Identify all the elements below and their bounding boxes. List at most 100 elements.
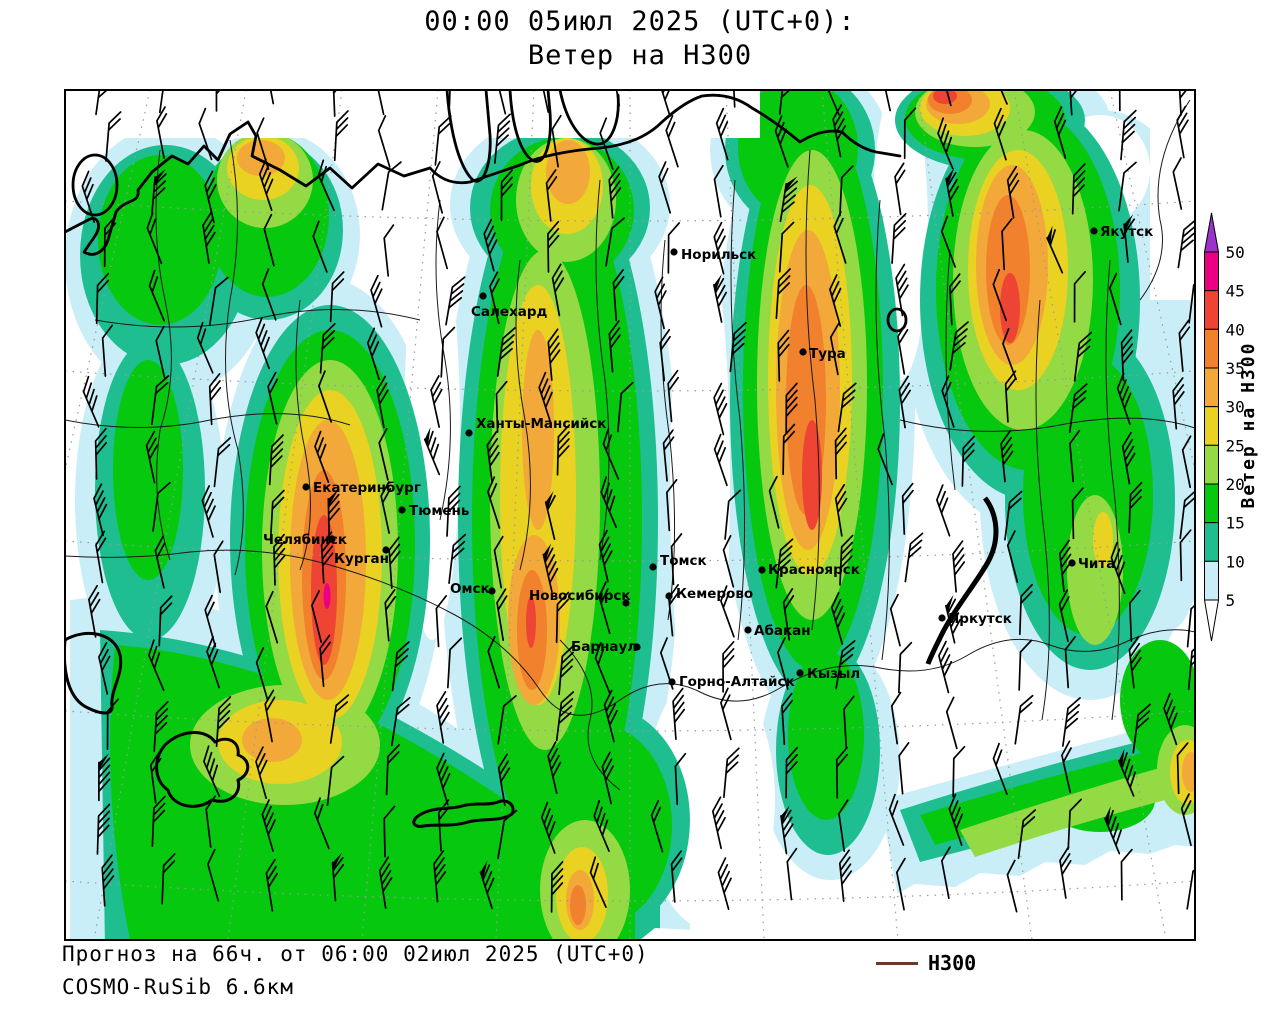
wind-barb xyxy=(106,698,120,751)
colorbar-segment xyxy=(1204,444,1219,485)
city-label: Абакан xyxy=(754,623,811,639)
wind-barb xyxy=(991,90,1008,105)
wind-barb xyxy=(713,433,728,487)
wind-barb xyxy=(496,327,516,377)
colorbar-segment xyxy=(1204,367,1219,408)
wind-barb xyxy=(667,369,679,423)
wind-barb xyxy=(952,540,966,593)
wind-barb xyxy=(487,635,500,689)
wind-barb xyxy=(897,322,909,375)
wind-barb xyxy=(198,107,213,161)
wind-barb xyxy=(1188,273,1195,324)
wind-barb xyxy=(496,588,508,642)
city-dot xyxy=(744,626,752,634)
wind-barb xyxy=(81,170,96,224)
wind-barb xyxy=(265,858,278,912)
wind-barb xyxy=(674,752,687,806)
wind-barb xyxy=(1120,329,1134,382)
wind-barb xyxy=(785,382,798,435)
wind-barb xyxy=(551,114,562,168)
wind-barb xyxy=(843,695,855,748)
city-label: Екатеринбург xyxy=(313,480,421,496)
wind-barb xyxy=(1000,429,1014,483)
wind-barb xyxy=(269,489,285,541)
wind-barb xyxy=(542,543,559,593)
wind-barb xyxy=(1017,809,1037,860)
wind-barb xyxy=(1018,583,1033,636)
wind-barb xyxy=(713,274,728,323)
wind-barb xyxy=(948,273,961,326)
wind-barb xyxy=(670,850,683,903)
wind-barb xyxy=(331,852,345,902)
colorbar-segment xyxy=(1204,251,1219,292)
wind-barb xyxy=(1053,106,1067,159)
wind-barb xyxy=(724,489,742,540)
wind-barb xyxy=(326,755,345,807)
colorbar-axis-label: Ветер на H300 xyxy=(1238,341,1259,509)
wind-barb xyxy=(318,370,333,423)
wind-barb xyxy=(838,799,849,853)
wind-barb xyxy=(317,159,335,212)
wind-barb xyxy=(1176,105,1189,159)
colorbar-segment xyxy=(1204,522,1219,562)
wind-barb xyxy=(775,268,791,320)
wind-barb xyxy=(388,536,401,589)
wind-barb xyxy=(1073,270,1086,323)
wind-barb xyxy=(93,483,108,537)
wind-barb xyxy=(945,167,960,217)
wind-barb xyxy=(423,427,441,476)
wind-barb xyxy=(768,475,780,529)
wind-barb xyxy=(151,795,166,847)
wind-barb xyxy=(777,329,790,382)
wind-barb xyxy=(832,104,847,158)
wind-barb xyxy=(904,532,924,583)
wind-barb xyxy=(555,691,575,742)
wind-barb xyxy=(729,321,747,373)
wind-barb xyxy=(835,746,849,799)
wind-barb xyxy=(255,746,268,800)
wind-barb xyxy=(1186,597,1195,648)
city-label: Красноярск xyxy=(768,562,860,578)
colorbar-tick-label: 20 xyxy=(1226,475,1245,494)
wind-barb xyxy=(376,375,389,429)
wind-barb xyxy=(95,272,110,325)
wind-barb xyxy=(202,211,216,264)
wind-barb xyxy=(936,484,951,537)
city-dot xyxy=(649,563,657,571)
graticule xyxy=(65,90,1195,940)
wind-barb xyxy=(600,476,618,529)
wind-barb xyxy=(617,381,634,433)
wind-barb xyxy=(434,115,452,166)
wind-barb xyxy=(601,751,614,805)
colorbar: 50 45 40 35 30 25 20 15 10 5 xyxy=(1203,212,1245,642)
wind-barb xyxy=(158,90,178,114)
forecast-info: Прогноз на 66ч. от 06:00 02июл 2025 (UTC… xyxy=(62,942,649,966)
wind-barb xyxy=(666,478,678,532)
city-dot xyxy=(465,429,473,437)
wind-barb xyxy=(497,809,518,860)
wind-barb xyxy=(384,589,397,642)
wind-barb xyxy=(196,321,214,374)
wind-barb xyxy=(785,746,798,799)
wind-barb xyxy=(150,375,170,426)
wind-barb xyxy=(1001,218,1013,271)
model-info: COSMO-RuSib 6.6км xyxy=(62,975,294,999)
wind-barb xyxy=(273,533,286,586)
wind-barb xyxy=(1177,218,1195,269)
wind-barb xyxy=(720,687,732,741)
wind-barb xyxy=(314,430,330,483)
lake-baikal xyxy=(925,496,999,665)
wind-barb xyxy=(440,326,456,378)
wind-barb xyxy=(547,220,560,273)
wind-barb xyxy=(101,854,115,907)
wind-barb xyxy=(264,689,276,743)
wind-barb xyxy=(992,268,1007,322)
city-label: Ханты-Мансийск xyxy=(476,416,606,432)
wind-barb xyxy=(497,695,517,745)
wind-barb xyxy=(101,324,114,377)
wind-barb xyxy=(380,481,392,534)
wind-barb xyxy=(1067,798,1082,850)
wind-barb xyxy=(713,164,724,218)
city-dot xyxy=(758,566,766,574)
